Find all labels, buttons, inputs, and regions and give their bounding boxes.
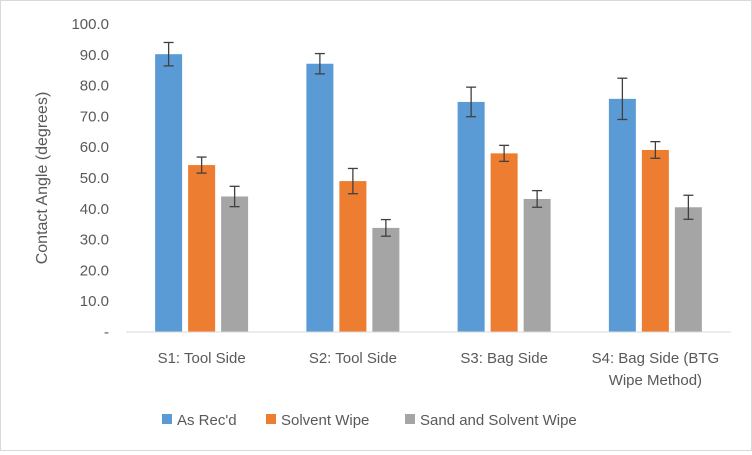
legend-swatch bbox=[266, 414, 276, 424]
bar bbox=[641, 149, 669, 332]
bar bbox=[155, 54, 183, 333]
x-tick-label: S2: Tool Side bbox=[309, 350, 397, 367]
error-bar bbox=[466, 86, 477, 118]
bar bbox=[674, 207, 702, 332]
legend-swatch bbox=[405, 414, 415, 424]
y-tick-label: 100.0 bbox=[71, 16, 109, 33]
y-tick-label: 40.0 bbox=[80, 201, 109, 218]
bar bbox=[339, 181, 367, 332]
error-bars-layer bbox=[163, 41, 694, 237]
x-tick-label: Wipe Method) bbox=[609, 372, 702, 389]
y-tick-label: 80.0 bbox=[80, 78, 109, 95]
legend: As Rec'd Solvent Wipe Sand and Solvent Wip… bbox=[162, 412, 577, 429]
bar bbox=[490, 153, 518, 332]
x-tick-label: S3: Bag Side bbox=[460, 350, 548, 367]
error-bar bbox=[163, 41, 174, 67]
bar bbox=[372, 227, 400, 332]
error-bar bbox=[314, 52, 325, 75]
y-tick-label: 90.0 bbox=[80, 47, 109, 64]
legend-label: Solvent Wipe bbox=[281, 412, 369, 429]
error-bar bbox=[229, 185, 240, 208]
bar bbox=[608, 98, 636, 333]
legend-swatch bbox=[162, 414, 172, 424]
y-tick-label: 50.0 bbox=[80, 170, 109, 187]
y-tick-label: 60.0 bbox=[80, 139, 109, 156]
x-tick-label: S1: Tool Side bbox=[158, 350, 246, 367]
bar bbox=[188, 165, 216, 332]
y-axis-title: Contact Angle (degrees) bbox=[34, 92, 51, 265]
error-bar bbox=[532, 189, 543, 208]
error-bar bbox=[650, 141, 661, 159]
bar bbox=[306, 63, 334, 333]
y-tick-label: - bbox=[104, 324, 109, 341]
bars-layer bbox=[155, 54, 702, 333]
error-bar bbox=[380, 218, 391, 237]
x-tick-label: S4: Bag Side (BTG bbox=[592, 350, 720, 367]
x-axis-labels: S1: Tool Side S2: Tool Side S3: Bag Side S4… bbox=[158, 350, 720, 389]
legend-label: Sand and Solvent Wipe bbox=[420, 412, 577, 429]
bar bbox=[221, 196, 249, 332]
y-tick-label: 30.0 bbox=[80, 232, 109, 249]
error-bar bbox=[617, 77, 628, 121]
bar bbox=[457, 101, 485, 332]
bar bbox=[523, 198, 551, 332]
y-tick-label: 20.0 bbox=[80, 262, 109, 279]
error-bar bbox=[683, 194, 694, 220]
y-tick-label: 70.0 bbox=[80, 108, 109, 125]
y-tick-label: 10.0 bbox=[80, 293, 109, 310]
error-bar bbox=[347, 167, 358, 195]
error-bar bbox=[499, 144, 510, 163]
error-bar bbox=[196, 156, 207, 174]
legend-label: As Rec'd bbox=[177, 412, 237, 429]
y-axis-ticks: - 10.0 20.0 30.0 40.0 50.0 60.0 70.0 80.0 90.0 100… bbox=[71, 16, 109, 341]
